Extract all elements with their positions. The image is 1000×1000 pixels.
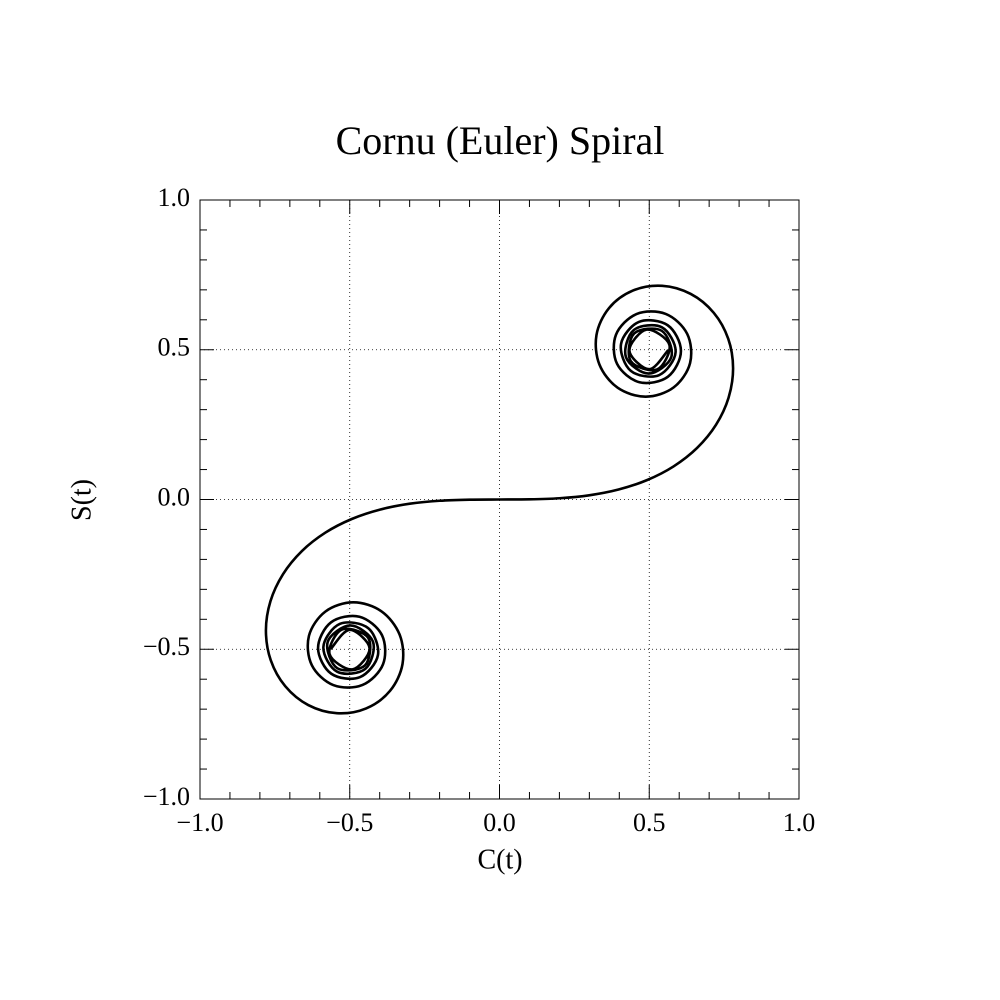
y-tick-label: −1.0 <box>143 782 190 811</box>
x-tick-label: 0.5 <box>633 808 666 837</box>
spiral-line <box>264 284 735 715</box>
x-tick-label: −0.5 <box>326 808 373 837</box>
y-tick-label: −0.5 <box>143 632 190 661</box>
chart-title: Cornu (Euler) Spiral <box>336 118 665 163</box>
y-tick-label: 0.0 <box>158 482 191 511</box>
x-tick-label: 1.0 <box>783 808 816 837</box>
y-tick-label: 1.0 <box>158 183 191 212</box>
y-tick-label: 0.5 <box>158 333 191 362</box>
x-tick-label: 0.0 <box>483 808 516 837</box>
y-axis-label: S(t) <box>66 479 97 521</box>
x-tick-label: −1.0 <box>176 808 223 837</box>
plot-frame <box>199 199 800 800</box>
x-axis-label: C(t) <box>477 844 522 875</box>
